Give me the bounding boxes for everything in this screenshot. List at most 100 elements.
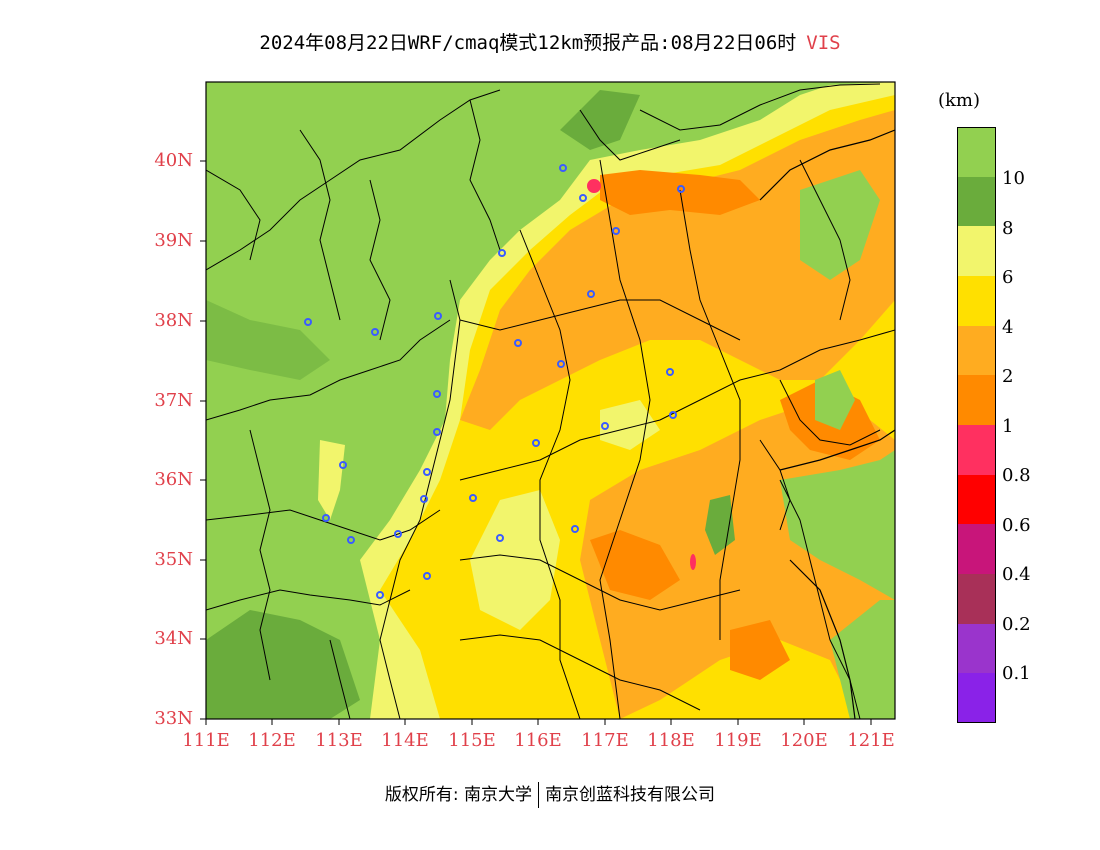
city-marker [433, 428, 441, 436]
city-marker [557, 360, 565, 368]
coastline [789, 559, 856, 719]
city-marker [433, 390, 441, 398]
city-marker [322, 514, 330, 522]
copyright-right: 南京创蓝科技有限公司 [545, 785, 716, 805]
city-marker [347, 536, 355, 544]
city-marker [304, 318, 312, 326]
vis-band-0.8-1 [587, 179, 601, 193]
colorbar-swatch [958, 673, 996, 724]
map-plot-area [206, 82, 895, 719]
coastline [759, 129, 895, 201]
colorbar-swatch [958, 574, 996, 624]
lon-label-121e: 121E [847, 730, 895, 751]
lat-label-34n: 34N [154, 628, 193, 649]
colorbar-label-2: 2 [1002, 366, 1014, 387]
lon-label-119e: 119E [714, 730, 762, 751]
colorbar-swatch [958, 524, 996, 575]
city-marker [571, 525, 579, 533]
city-marker [371, 328, 379, 336]
colorbar-label-8: 8 [1002, 218, 1014, 239]
colorbar-label-4: 4 [1002, 317, 1014, 338]
lon-label-120e: 120E [780, 730, 828, 751]
admin-boundaries [206, 83, 895, 719]
colorbar-label-0-2: 0.2 [1002, 614, 1031, 635]
colorbar-swatch [958, 226, 996, 277]
lon-label-115e: 115E [448, 730, 496, 751]
vis-clear-patch [815, 370, 855, 430]
city-marker [669, 411, 677, 419]
city-marker [339, 461, 347, 469]
city-marker [666, 368, 674, 376]
vis-band-8-10 [206, 300, 330, 380]
lon-label-117e: 117E [581, 730, 629, 751]
city-marker [420, 495, 428, 503]
colorbar-label-6: 6 [1002, 267, 1014, 288]
lon-label-118e: 118E [647, 730, 695, 751]
colorbar-label-10: 10 [1002, 168, 1025, 189]
lat-label-38n: 38N [154, 310, 193, 331]
title-text: 2024年08月22日WRF/cmaq模式12km预报产品:08月22日06时 [259, 32, 797, 54]
axis-ticks [200, 160, 872, 725]
colorbar-label-0-6: 0.6 [1002, 515, 1031, 536]
vis-band-6-8 [318, 440, 345, 520]
city-marker [677, 185, 685, 193]
colorbar-unit: (km) [938, 90, 981, 111]
city-marker [579, 194, 587, 202]
copyright-separator [538, 782, 540, 808]
colorbar-swatch [958, 276, 996, 326]
vis-clear-patch [705, 495, 735, 555]
colorbar-swatch [958, 474, 996, 525]
city-marker [423, 572, 431, 580]
city-marker [469, 494, 477, 502]
colorbar-swatch [958, 325, 996, 376]
sea-area [830, 600, 895, 719]
vis-band-0.8-1 [690, 554, 696, 570]
lat-label-36n: 36N [154, 469, 193, 490]
colorbar-swatch [958, 425, 996, 475]
city-marker [394, 530, 402, 538]
lat-label-39n: 39N [154, 230, 193, 251]
city-marker [496, 534, 504, 542]
lat-label-35n: 35N [154, 549, 193, 570]
sea-area [780, 450, 895, 600]
coastline [779, 429, 895, 471]
lon-label-114e: 114E [381, 730, 429, 751]
city-marker [498, 249, 506, 257]
lat-label-33n: 33N [154, 708, 193, 729]
vis-band-6-8 [470, 490, 560, 630]
vis-band-1-2 [590, 530, 680, 600]
city-marker [532, 439, 540, 447]
colorbar-swatch [958, 176, 996, 227]
vis-band-2-4 [460, 110, 895, 430]
colorbar-swatch [958, 375, 996, 426]
city-marker [423, 468, 431, 476]
city-marker [376, 591, 384, 599]
lon-label-112e: 112E [248, 730, 296, 751]
chart-title: 2024年08月22日WRF/cmaq模式12km预报产品:08月22日06时 V… [0, 28, 1100, 55]
copyright: 版权所有: 南京大学 南京创蓝科技有限公司 [0, 780, 1100, 808]
colorbar-swatch [958, 127, 996, 177]
city-marker [612, 227, 620, 235]
colorbar-label-0-1: 0.1 [1002, 663, 1031, 684]
colorbar-label-0-8: 0.8 [1002, 465, 1031, 486]
variable-label: VIS [806, 32, 841, 54]
colorbar-label-1: 1 [1002, 416, 1014, 437]
vis-band-8-10 [560, 90, 640, 150]
copyright-left: 版权所有: 南京大学 [384, 785, 533, 805]
lat-label-37n: 37N [154, 390, 193, 411]
city-marker [514, 339, 522, 347]
lon-label-113e: 113E [315, 730, 363, 751]
lon-label-116e: 116E [514, 730, 562, 751]
colorbar-swatch [958, 623, 996, 674]
city-marker [601, 422, 609, 430]
city-marker [587, 290, 595, 298]
vis-band-6-8 [600, 400, 660, 450]
vis-band-8-10 [206, 610, 360, 719]
lon-label-111e: 111E [182, 730, 230, 751]
vis-band-1-2 [730, 620, 790, 680]
city-marker [434, 312, 442, 320]
city-marker [559, 164, 567, 172]
vis-clear-patch [800, 170, 880, 280]
lat-label-40n: 40N [154, 150, 193, 171]
